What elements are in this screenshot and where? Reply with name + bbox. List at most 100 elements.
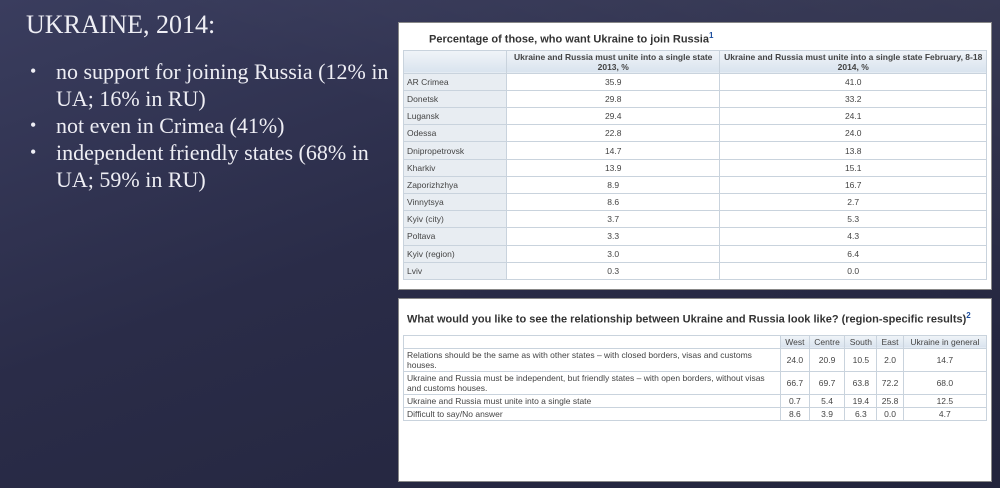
table-row: Kyiv (city) 3.7 5.3 <box>403 210 987 229</box>
table-row: Kyiv (region) 3.0 6.4 <box>403 244 987 263</box>
table-cell: 2.7 <box>719 192 987 212</box>
table-row: Odessa 22.8 24.0 <box>403 124 987 143</box>
table-cell: Donetsk <box>403 89 507 109</box>
table-row: Dnipropetrovsk 14.7 13.8 <box>403 141 987 160</box>
table-row: Vinnytsya 8.6 2.7 <box>403 192 987 212</box>
table-cell: Ukraine and Russia must unite into a sin… <box>403 393 781 408</box>
header-cell: West <box>780 334 810 349</box>
table-cell: 3.0 <box>505 244 721 263</box>
table-cell: Difficult to say/No answer <box>403 406 781 421</box>
table-cell: 25.8 <box>876 393 904 408</box>
table-cell: 0.7 <box>780 393 810 408</box>
table-cell: 66.7 <box>780 370 810 395</box>
table-row: Ukraine and Russia must be independent, … <box>403 370 988 395</box>
table-cell: 3.9 <box>808 406 846 421</box>
table-cell: Kharkiv <box>403 158 507 177</box>
table-cell: Lugansk <box>403 107 507 126</box>
table-cell: Poltava <box>403 227 507 246</box>
bullet: independent friendly states (68% in UA; … <box>24 139 394 193</box>
table-cell: 5.4 <box>808 393 846 408</box>
table-cell: 24.1 <box>719 107 987 126</box>
table-cell: 29.4 <box>505 107 721 126</box>
table-cell: 8.6 <box>780 406 810 421</box>
table-row: Lviv 0.3 0.0 <box>403 261 987 280</box>
header-cell: Centre <box>808 334 846 349</box>
table-row: Poltava 3.3 4.3 <box>403 227 987 246</box>
table-row: Lugansk 29.4 24.1 <box>403 107 987 126</box>
table-cell: 72.2 <box>876 370 904 395</box>
footnote-mark: 2 <box>966 311 971 320</box>
table-cell: 63.8 <box>844 370 878 395</box>
table-cell: 3.7 <box>505 210 721 229</box>
table-cell: 0.0 <box>876 406 904 421</box>
table-cell: 6.4 <box>719 244 987 263</box>
header-row: Ukraine and Russia must unite into a sin… <box>403 49 987 74</box>
table-cell: Zaporizhzhya <box>403 175 507 194</box>
table-cell: Dnipropetrovsk <box>403 141 507 160</box>
title-text: Percentage of those, who want Ukraine to… <box>429 33 709 46</box>
table-cell: 0.3 <box>505 261 721 280</box>
table-cell: 13.9 <box>505 158 721 177</box>
table-cell: Relations should be the same as with oth… <box>403 347 781 372</box>
table-row: Relations should be the same as with oth… <box>403 347 988 372</box>
title-text: What would you like to see the relations… <box>407 313 967 326</box>
table: West Centre South East Ukraine in general Rel… <box>403 334 988 421</box>
table-row: AR Crimea 35.9 41.0 <box>403 72 987 91</box>
table-cell: 12.5 <box>902 393 988 408</box>
table-cell: 41.0 <box>719 72 987 91</box>
table-row: Ukraine and Russia must unite into a sin… <box>403 393 988 408</box>
table-cell: 24.0 <box>719 124 987 143</box>
table-cell: 19.4 <box>844 393 878 408</box>
table: Ukraine and Russia must unite into a sin… <box>403 49 987 280</box>
table-cell: 20.9 <box>808 347 846 372</box>
table-cell: 4.7 <box>902 406 988 421</box>
table-row: Difficult to say/No answer 8.6 3.9 6.3 0.0 4.… <box>403 406 988 421</box>
header-cell <box>403 49 507 74</box>
table-cell: 14.7 <box>505 141 721 160</box>
table-cell: 24.0 <box>780 347 810 372</box>
table-cell: Ukraine and Russia must be independent, … <box>403 370 781 395</box>
table-title: What would you like to see the relations… <box>399 299 991 335</box>
table-cell: 16.7 <box>719 175 987 194</box>
table-cell: 5.3 <box>719 210 987 229</box>
table-panel: What would you like to see the relations… <box>398 298 992 482</box>
table-panel: Percentage of those, who want Ukraine to… <box>398 22 992 290</box>
table-cell: 35.9 <box>505 72 721 91</box>
table-title: Percentage of those, who want Ukraine to… <box>399 23 991 50</box>
table-cell: Kyiv (region) <box>403 244 507 263</box>
table-cell: 13.8 <box>719 141 987 160</box>
header-cell: Ukraine and Russia must unite into a sin… <box>505 49 721 74</box>
table-cell: 14.7 <box>902 347 988 372</box>
header-cell: Ukraine and Russia must unite into a sin… <box>719 49 987 74</box>
header-cell: Ukraine in general <box>902 334 988 349</box>
bullet: not even in Crimea (41%) <box>24 112 394 139</box>
table-cell: Odessa <box>403 124 507 143</box>
slide-title: UKRAINE, 2014: <box>26 10 216 39</box>
table-cell: Vinnytsya <box>403 192 507 212</box>
header-row: West Centre South East Ukraine in general <box>403 334 988 349</box>
table-cell: 29.8 <box>505 89 721 109</box>
table-cell: 4.3 <box>719 227 987 246</box>
table-cell: 10.5 <box>844 347 878 372</box>
bullet-list: no support for joining Russia (12% in UA… <box>24 58 394 193</box>
table-row: Zaporizhzhya 8.9 16.7 <box>403 175 987 194</box>
table-cell: 0.0 <box>719 261 987 280</box>
table-cell: 15.1 <box>719 158 987 177</box>
table-cell: Kyiv (city) <box>403 210 507 229</box>
table-cell: 69.7 <box>808 370 846 395</box>
table-cell: 6.3 <box>844 406 878 421</box>
header-cell <box>403 334 781 349</box>
table-cell: 2.0 <box>876 347 904 372</box>
table-cell: AR Crimea <box>403 72 507 91</box>
header-cell: East <box>876 334 904 349</box>
table-cell: 33.2 <box>719 89 987 109</box>
table-cell: 22.8 <box>505 124 721 143</box>
table-cell: 8.9 <box>505 175 721 194</box>
footnote-mark: 1 <box>708 31 714 40</box>
table-row: Donetsk 29.8 33.2 <box>403 89 987 109</box>
header-cell: South <box>844 334 878 349</box>
table-cell: Lviv <box>403 261 507 280</box>
table-row: Kharkiv 13.9 15.1 <box>403 158 987 177</box>
table-cell: 3.3 <box>505 227 721 246</box>
